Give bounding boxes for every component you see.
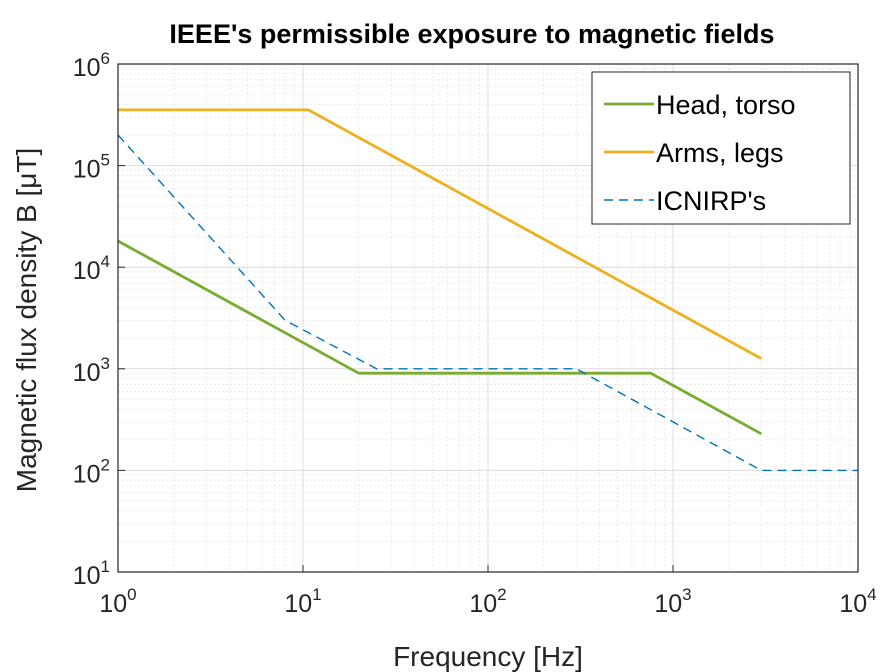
y-tick-label: 104 — [73, 252, 110, 285]
legend-entry-icnirp: ICNIRP's — [656, 186, 766, 216]
x-tick-label: 101 — [284, 585, 321, 618]
series-line-icnirp — [117, 134, 858, 472]
series-line-arms-legs — [118, 108, 762, 360]
x-tick-label: 104 — [839, 585, 876, 618]
x-tick-label: 100 — [99, 585, 136, 618]
x-tick-label: 102 — [469, 585, 506, 618]
y-tick-label: 106 — [73, 49, 110, 82]
legend-box — [591, 71, 851, 225]
chart-title: IEEE's permissible exposure to magnetic … — [169, 19, 774, 49]
y-axis-label: Magnetic flux density B [μT] — [11, 148, 42, 493]
legend-entry-arms-legs: Arms, legs — [656, 138, 784, 168]
series-line-head-torso — [117, 239, 762, 436]
legend: Head, torso Arms, legs ICNIRP's — [591, 71, 851, 225]
y-tick-label: 102 — [73, 455, 110, 488]
x-tick-label: 103 — [654, 585, 691, 618]
y-tick-label: 101 — [73, 557, 110, 590]
y-tick-label: 103 — [73, 354, 110, 387]
x-axis-label: Frequency [Hz] — [393, 641, 583, 672]
series-layer — [117, 108, 858, 472]
legend-entry-head-torso: Head, torso — [656, 90, 796, 120]
y-tick-label: 105 — [73, 151, 110, 184]
